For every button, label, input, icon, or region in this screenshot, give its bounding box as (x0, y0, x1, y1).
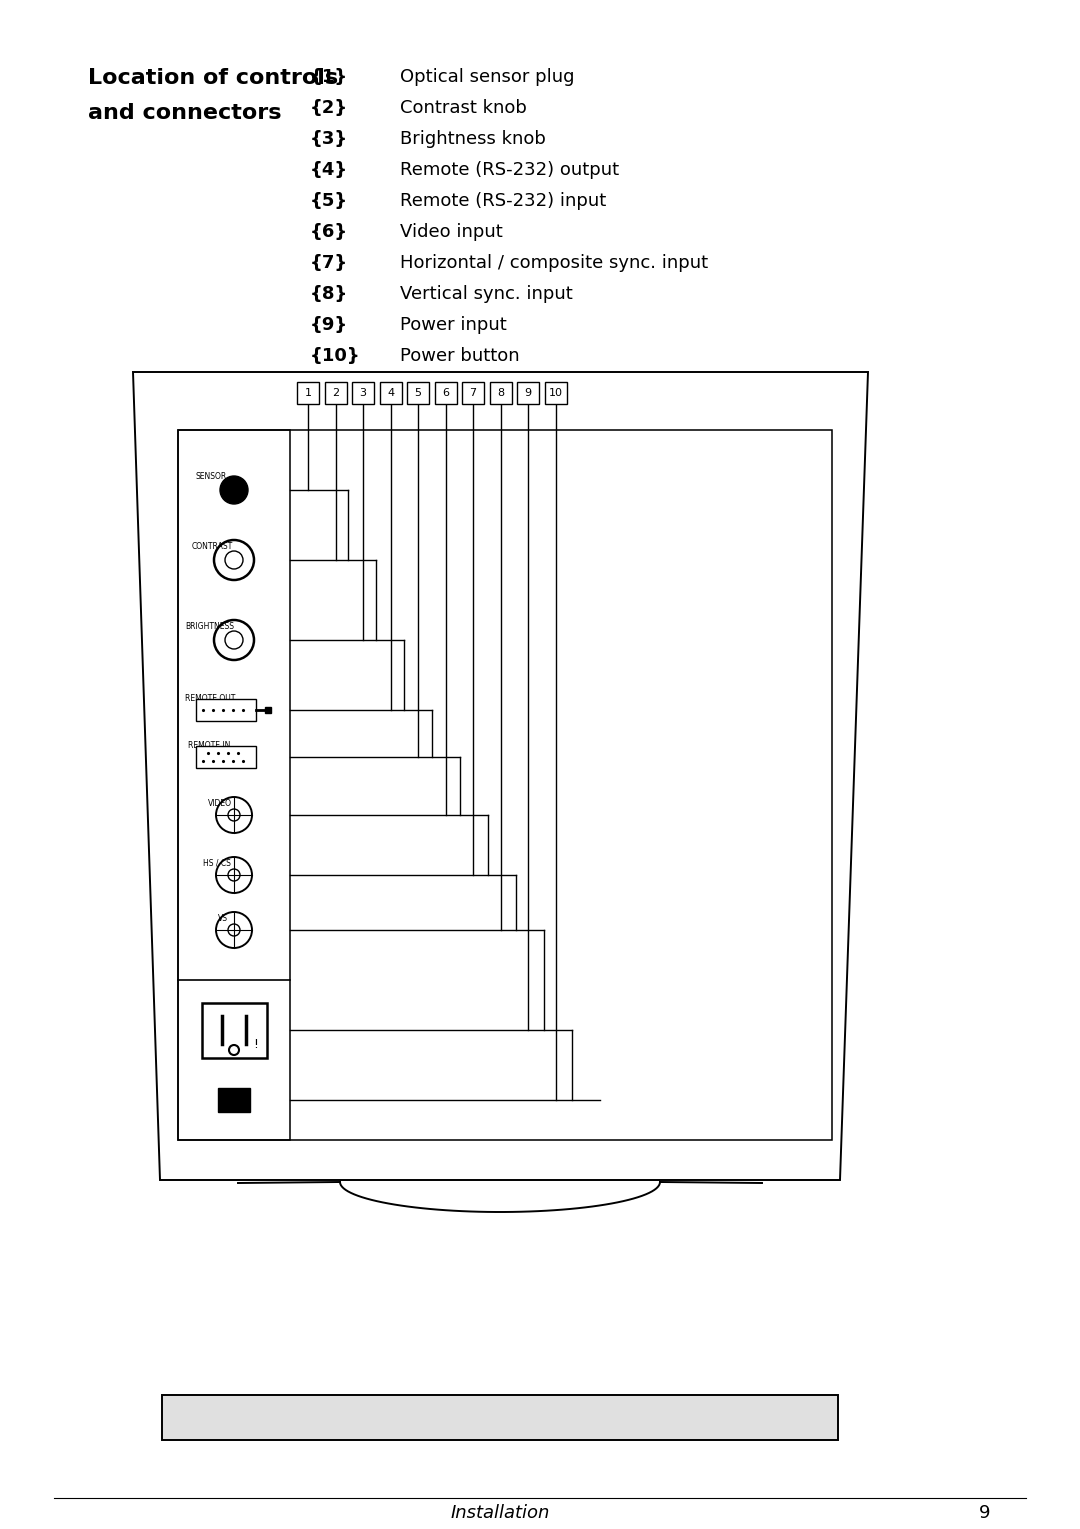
Text: Vertical sync. input: Vertical sync. input (400, 284, 572, 303)
Text: REMOTE OUT: REMOTE OUT (185, 694, 235, 703)
Bar (218, 1089, 249, 1112)
Text: Installation: Installation (450, 1505, 550, 1521)
Bar (434, 382, 457, 404)
Text: 1: 1 (305, 388, 311, 398)
Text: HS / CS: HS / CS (203, 859, 231, 868)
Bar (379, 382, 402, 404)
Text: Location of controls: Location of controls (87, 67, 338, 89)
Text: 8: 8 (497, 388, 504, 398)
Circle shape (229, 1044, 239, 1055)
Text: 3: 3 (360, 388, 366, 398)
Text: Optical sensor plug: Optical sensor plug (400, 67, 575, 86)
Bar (162, 1394, 838, 1440)
Bar (489, 382, 512, 404)
Text: {9}: {9} (310, 317, 348, 333)
Text: 7: 7 (470, 388, 476, 398)
Text: {10}: {10} (310, 347, 361, 365)
Text: {7}: {7} (310, 254, 348, 272)
Text: 2: 2 (332, 388, 339, 398)
Text: BRIGHTNESS: BRIGHTNESS (185, 622, 234, 631)
Text: Remote (RS-232) output: Remote (RS-232) output (400, 161, 619, 179)
Bar (462, 382, 484, 404)
Bar (195, 746, 256, 768)
Text: Horizontal / composite sync. input: Horizontal / composite sync. input (400, 254, 708, 272)
Text: Power button: Power button (400, 347, 519, 365)
Bar (517, 382, 539, 404)
Text: {3}: {3} (310, 130, 348, 148)
Text: Power input: Power input (400, 317, 507, 333)
Text: VS: VS (218, 914, 228, 924)
Bar (297, 382, 319, 404)
Bar (407, 382, 429, 404)
Text: SENSOR: SENSOR (195, 472, 226, 482)
Text: 6: 6 (442, 388, 449, 398)
Text: {5}: {5} (310, 193, 348, 209)
Text: VIDEO: VIDEO (208, 800, 232, 807)
Text: {2}: {2} (310, 99, 348, 118)
Text: Video input: Video input (400, 223, 503, 242)
Bar (352, 382, 374, 404)
Bar (202, 1003, 267, 1058)
Text: {4}: {4} (310, 161, 348, 179)
Bar (178, 430, 832, 1141)
Text: {8}: {8} (310, 284, 348, 303)
Text: Remote (RS-232) input: Remote (RS-232) input (400, 193, 606, 209)
Text: Contrast knob: Contrast knob (400, 99, 527, 118)
Text: Brightness knob: Brightness knob (400, 130, 545, 148)
Text: 9: 9 (525, 388, 531, 398)
Text: 10: 10 (549, 388, 563, 398)
Text: 4: 4 (387, 388, 394, 398)
Bar (544, 382, 567, 404)
Text: 5: 5 (415, 388, 421, 398)
Text: REMOTE IN: REMOTE IN (188, 742, 230, 751)
Bar (324, 382, 347, 404)
Text: 9: 9 (978, 1505, 990, 1521)
Text: CONTRAST: CONTRAST (192, 541, 233, 550)
Text: !: ! (254, 1038, 258, 1050)
Circle shape (220, 476, 248, 505)
Bar (178, 430, 291, 1141)
Text: and connectors: and connectors (87, 102, 282, 122)
Text: {1}: {1} (310, 67, 348, 86)
Bar (195, 699, 256, 722)
Text: {6}: {6} (310, 223, 348, 242)
